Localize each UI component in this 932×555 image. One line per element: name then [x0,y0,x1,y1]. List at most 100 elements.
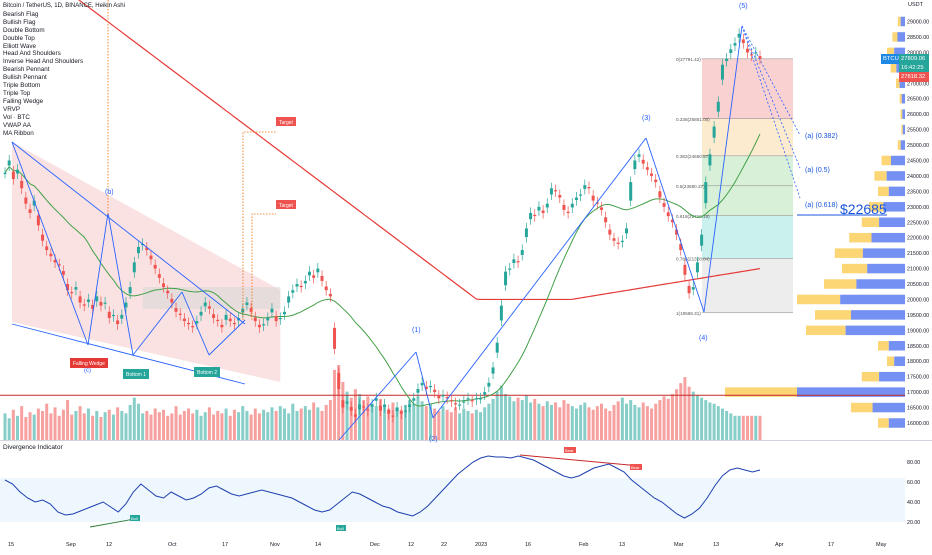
falling-wedge-badge [70,358,108,368]
volume-bar [383,404,387,440]
volume-bar [308,409,312,440]
vrvp-bar-up [834,248,863,258]
fib-label: 0.382(24650.57) [676,154,710,159]
candle-body [637,154,641,157]
candle-body [716,101,720,112]
volume-bar [441,406,445,440]
candle-body [574,197,578,201]
legend-item[interactable]: Elliott Wave [3,42,37,50]
candle-body [253,317,257,322]
legend-item[interactable]: MA Ribbon [3,129,34,137]
legend-item[interactable]: Bullish Flag [3,18,36,26]
candle-body [608,229,612,235]
volume-bar [716,406,720,440]
candle-body [437,395,441,399]
candle-body [41,234,45,241]
candle-body [445,397,449,399]
volume-bar [16,415,20,440]
candle-body [157,274,161,278]
candle-body [170,298,174,303]
vrvp-bar-down [900,16,905,27]
legend-item[interactable]: Double Bottom [3,26,45,34]
legend-item[interactable]: Falling Wedge [3,97,44,105]
volume-bar [170,413,174,440]
vrvp-bar-down [894,47,905,58]
candle-body [257,324,261,328]
bear-label-2: Bear [631,465,640,470]
candle-body [11,171,15,180]
candle-body [61,271,65,275]
volume-bar [337,365,341,440]
legend-item[interactable]: Bullish Pennant [3,74,47,82]
volume-bar [495,391,499,440]
volume-bar [750,415,754,440]
vrvp-bar-down [879,217,905,227]
elliott-wave-line [645,137,705,313]
legend-item[interactable]: Vol · BTC [3,113,30,121]
elliott-wave-line [11,141,89,346]
volume-bar [679,383,683,440]
volume-bar [704,400,708,440]
bull-label-2: Bull [337,526,344,531]
volume-bar [107,409,111,440]
candle-body [691,287,695,290]
candle-body [395,407,399,412]
candle-body [441,395,445,397]
candle-body [599,207,603,210]
y-tick-label: 28000.00 [907,50,929,56]
y-tick-label: 22000.00 [907,236,929,242]
y-tick-label: 25000.00 [907,143,929,149]
vrvp-bar-up [897,16,901,27]
candle-body [479,398,483,400]
candle-body [424,386,428,390]
volume-bar [116,407,120,440]
volume-bar [7,418,11,440]
volume-bar [545,401,549,440]
candle-body [499,305,503,321]
fib-zone [702,58,793,119]
candle-body [620,240,624,243]
elliott-wave-line [432,137,647,419]
candle-body [387,410,391,414]
ma-200-line [78,0,761,301]
candle-body [324,286,328,291]
volume-bar [111,414,115,440]
volume-bar [278,406,282,440]
volume-bar [541,406,545,440]
volume-bar [216,410,220,440]
legend-item[interactable]: Double Top [3,34,35,42]
legend-item[interactable]: Triple Bottom [3,82,41,90]
candle-body [591,195,595,201]
currency-label: USDT [908,2,923,8]
candle-body [720,64,724,80]
legend-item[interactable]: VRVP [3,105,21,113]
volume-bar [583,402,587,440]
volume-bar [149,414,153,440]
volume-bar [174,406,178,440]
volume-bar [333,369,337,440]
elliott-wave-line [132,291,183,356]
candle-body [566,211,570,213]
vrvp-bar-up [881,155,891,166]
y-tick-label: 19500.00 [907,313,929,319]
candle-body [729,49,733,54]
legend-item[interactable]: Bearish Pennant [3,66,50,74]
volume-bar [458,413,462,440]
candle-body [549,188,553,195]
legend-item[interactable]: Head And Shoulders [3,50,61,58]
bear-badge-2 [630,464,642,470]
volume-bar [362,400,366,440]
legend-item[interactable]: Inverse Head And Shoulders [3,58,84,66]
vrvp-bar-up [861,371,880,382]
volume-bar [654,403,658,440]
legend-item[interactable]: Triple Top [3,89,31,97]
volume-bar [691,391,695,440]
candle-body [562,204,566,210]
volume-bar [57,415,61,440]
legend-item[interactable]: Bearish Flag [3,10,39,18]
candle-body [558,195,562,198]
legend-item[interactable]: VWAP AA [3,121,31,129]
candle-body [3,172,7,175]
